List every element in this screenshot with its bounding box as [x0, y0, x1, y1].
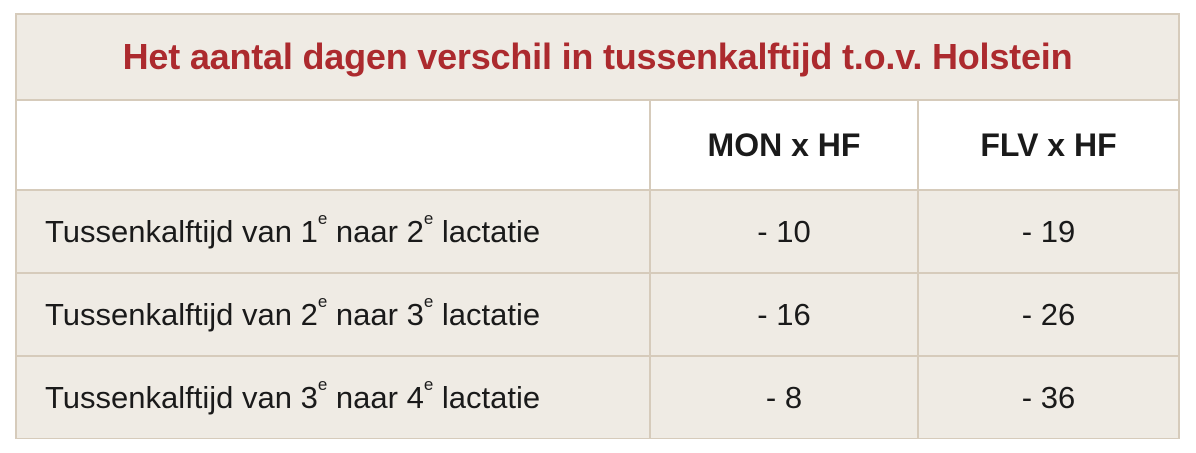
mon-value-cell: - 10 [651, 191, 919, 272]
row-label: Tussenkalftijd van 2e naar 3e lactatie [45, 291, 541, 332]
mon-value-cell: - 8 [651, 357, 919, 438]
column-header-mon: MON x HF [707, 126, 861, 163]
flv-value-cell: - 26 [919, 274, 1178, 355]
flv-value: - 26 [1021, 296, 1076, 332]
table-title: Het aantal dagen verschil in tussenkalft… [122, 36, 1073, 77]
flv-value-cell: - 19 [919, 191, 1178, 272]
row-label-cell: Tussenkalftijd van 3e naar 4e lactatie [17, 357, 651, 438]
table-row: Tussenkalftijd van 1e naar 2e lactatie -… [17, 191, 1178, 274]
row-label: Tussenkalftijd van 3e naar 4e lactatie [45, 374, 541, 415]
header-flv-x-hf: FLV x HF [919, 101, 1178, 189]
table-row: Tussenkalftijd van 3e naar 4e lactatie -… [17, 357, 1178, 438]
title-bar: Het aantal dagen verschil in tussenkalft… [17, 15, 1178, 101]
row-label-cell: Tussenkalftijd van 2e naar 3e lactatie [17, 274, 651, 355]
column-header-flv: FLV x HF [980, 126, 1117, 163]
row-label: Tussenkalftijd van 1e naar 2e lactatie [45, 208, 541, 249]
row-label-cell: Tussenkalftijd van 1e naar 2e lactatie [17, 191, 651, 272]
mon-value: - 16 [757, 296, 811, 332]
mon-value: - 8 [765, 379, 803, 415]
table-row: Tussenkalftijd van 2e naar 3e lactatie -… [17, 274, 1178, 357]
comparison-table: Het aantal dagen verschil in tussenkalft… [15, 13, 1180, 439]
flv-value-cell: - 36 [919, 357, 1178, 438]
header-empty-cell [17, 101, 651, 189]
flv-value: - 19 [1021, 213, 1076, 249]
flv-value: - 36 [1021, 379, 1076, 415]
header-row: MON x HF FLV x HF [17, 101, 1178, 191]
header-mon-x-hf: MON x HF [651, 101, 919, 189]
mon-value-cell: - 16 [651, 274, 919, 355]
mon-value: - 10 [757, 213, 811, 249]
